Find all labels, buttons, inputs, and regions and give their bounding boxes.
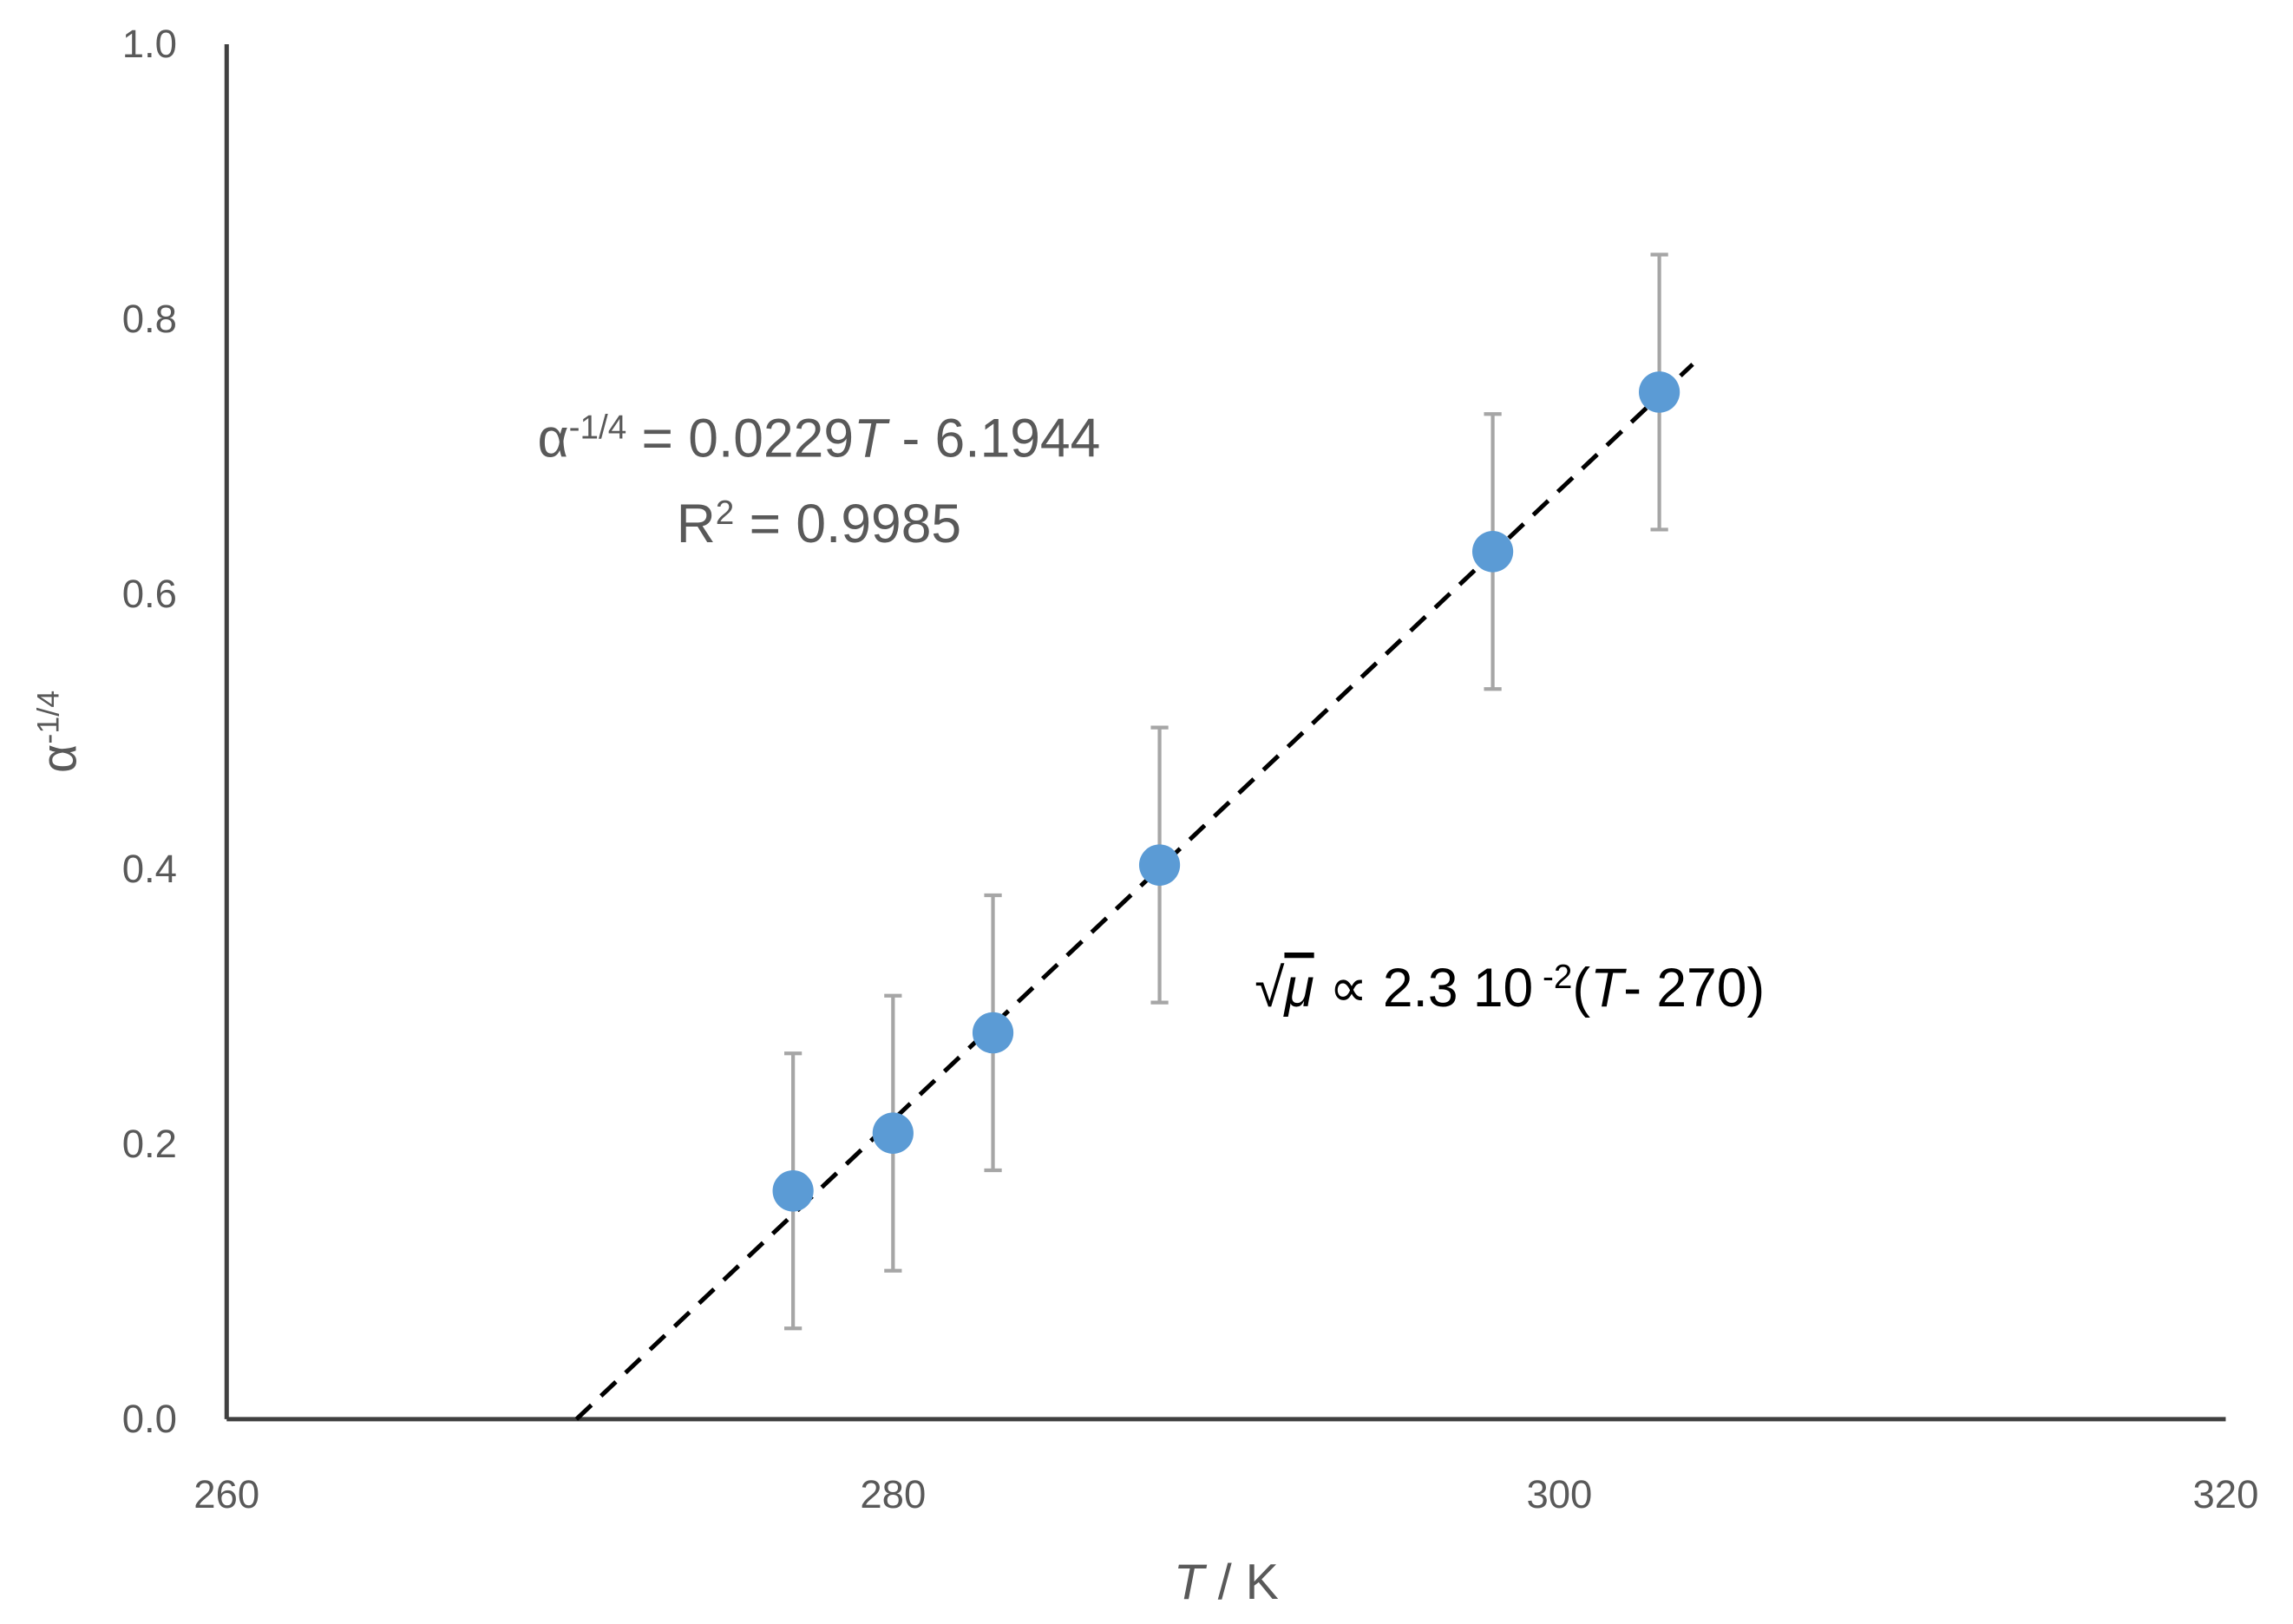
- x-tick-label: 300: [1526, 1472, 1592, 1516]
- data-point: [1639, 371, 1680, 413]
- x-tick-label: 260: [193, 1472, 259, 1516]
- y-axis-label-part: α: [32, 744, 88, 773]
- y-tick-label: 0.0: [122, 1397, 177, 1441]
- scaling-law-part: √: [1255, 958, 1285, 1018]
- data-point: [1138, 844, 1181, 886]
- data-point: [872, 1112, 914, 1154]
- data-point: [772, 1169, 814, 1212]
- x-axis-label-part: / K: [1204, 1555, 1279, 1610]
- scaling-law-part: μ: [1282, 958, 1314, 1018]
- scaling-law: √μ ∝ 2.3 10 -2(T- 270): [1255, 958, 1765, 1018]
- r-squared-part: 2: [716, 494, 734, 531]
- scaling-law-part: (: [1572, 958, 1590, 1018]
- x-tick-label: 280: [860, 1472, 926, 1516]
- x-axis-label-part: T: [1174, 1555, 1208, 1610]
- y-tick-label: 1.0: [122, 22, 177, 66]
- data-point: [972, 1012, 1014, 1054]
- y-axis-label-part: -1/4: [31, 691, 66, 744]
- equation-part: - 6.1944: [887, 408, 1100, 468]
- scaling-law-part: - 270): [1623, 958, 1765, 1018]
- y-tick-label: 0.2: [122, 1122, 177, 1166]
- r-squared-part: = 0.9985: [734, 494, 961, 554]
- x-tick-label: 320: [2193, 1472, 2259, 1516]
- scaling-law-part: -2: [1533, 959, 1572, 996]
- equation-part: = 0.0229: [626, 408, 854, 468]
- x-axis-label: T / K: [1174, 1555, 1279, 1610]
- scaling-law-part: ∝ 2.3 10: [1314, 958, 1534, 1018]
- y-axis-label: α-1/4: [31, 691, 88, 773]
- r-squared: R2 = 0.9985: [677, 494, 961, 554]
- r-squared-part: R: [677, 494, 716, 554]
- data-point: [1471, 531, 1514, 573]
- trendline: [574, 363, 1694, 1421]
- y-tick-label: 0.4: [122, 847, 177, 891]
- equation: α-1/4 = 0.0229T - 6.1944: [538, 408, 1101, 468]
- equation-part: α: [538, 408, 569, 468]
- equation-part: -1/4: [569, 409, 627, 446]
- equation-part: T: [854, 408, 890, 468]
- scaling-law-part: T: [1590, 958, 1627, 1018]
- y-tick-label: 0.8: [122, 297, 177, 341]
- y-tick-label: 0.6: [122, 572, 177, 616]
